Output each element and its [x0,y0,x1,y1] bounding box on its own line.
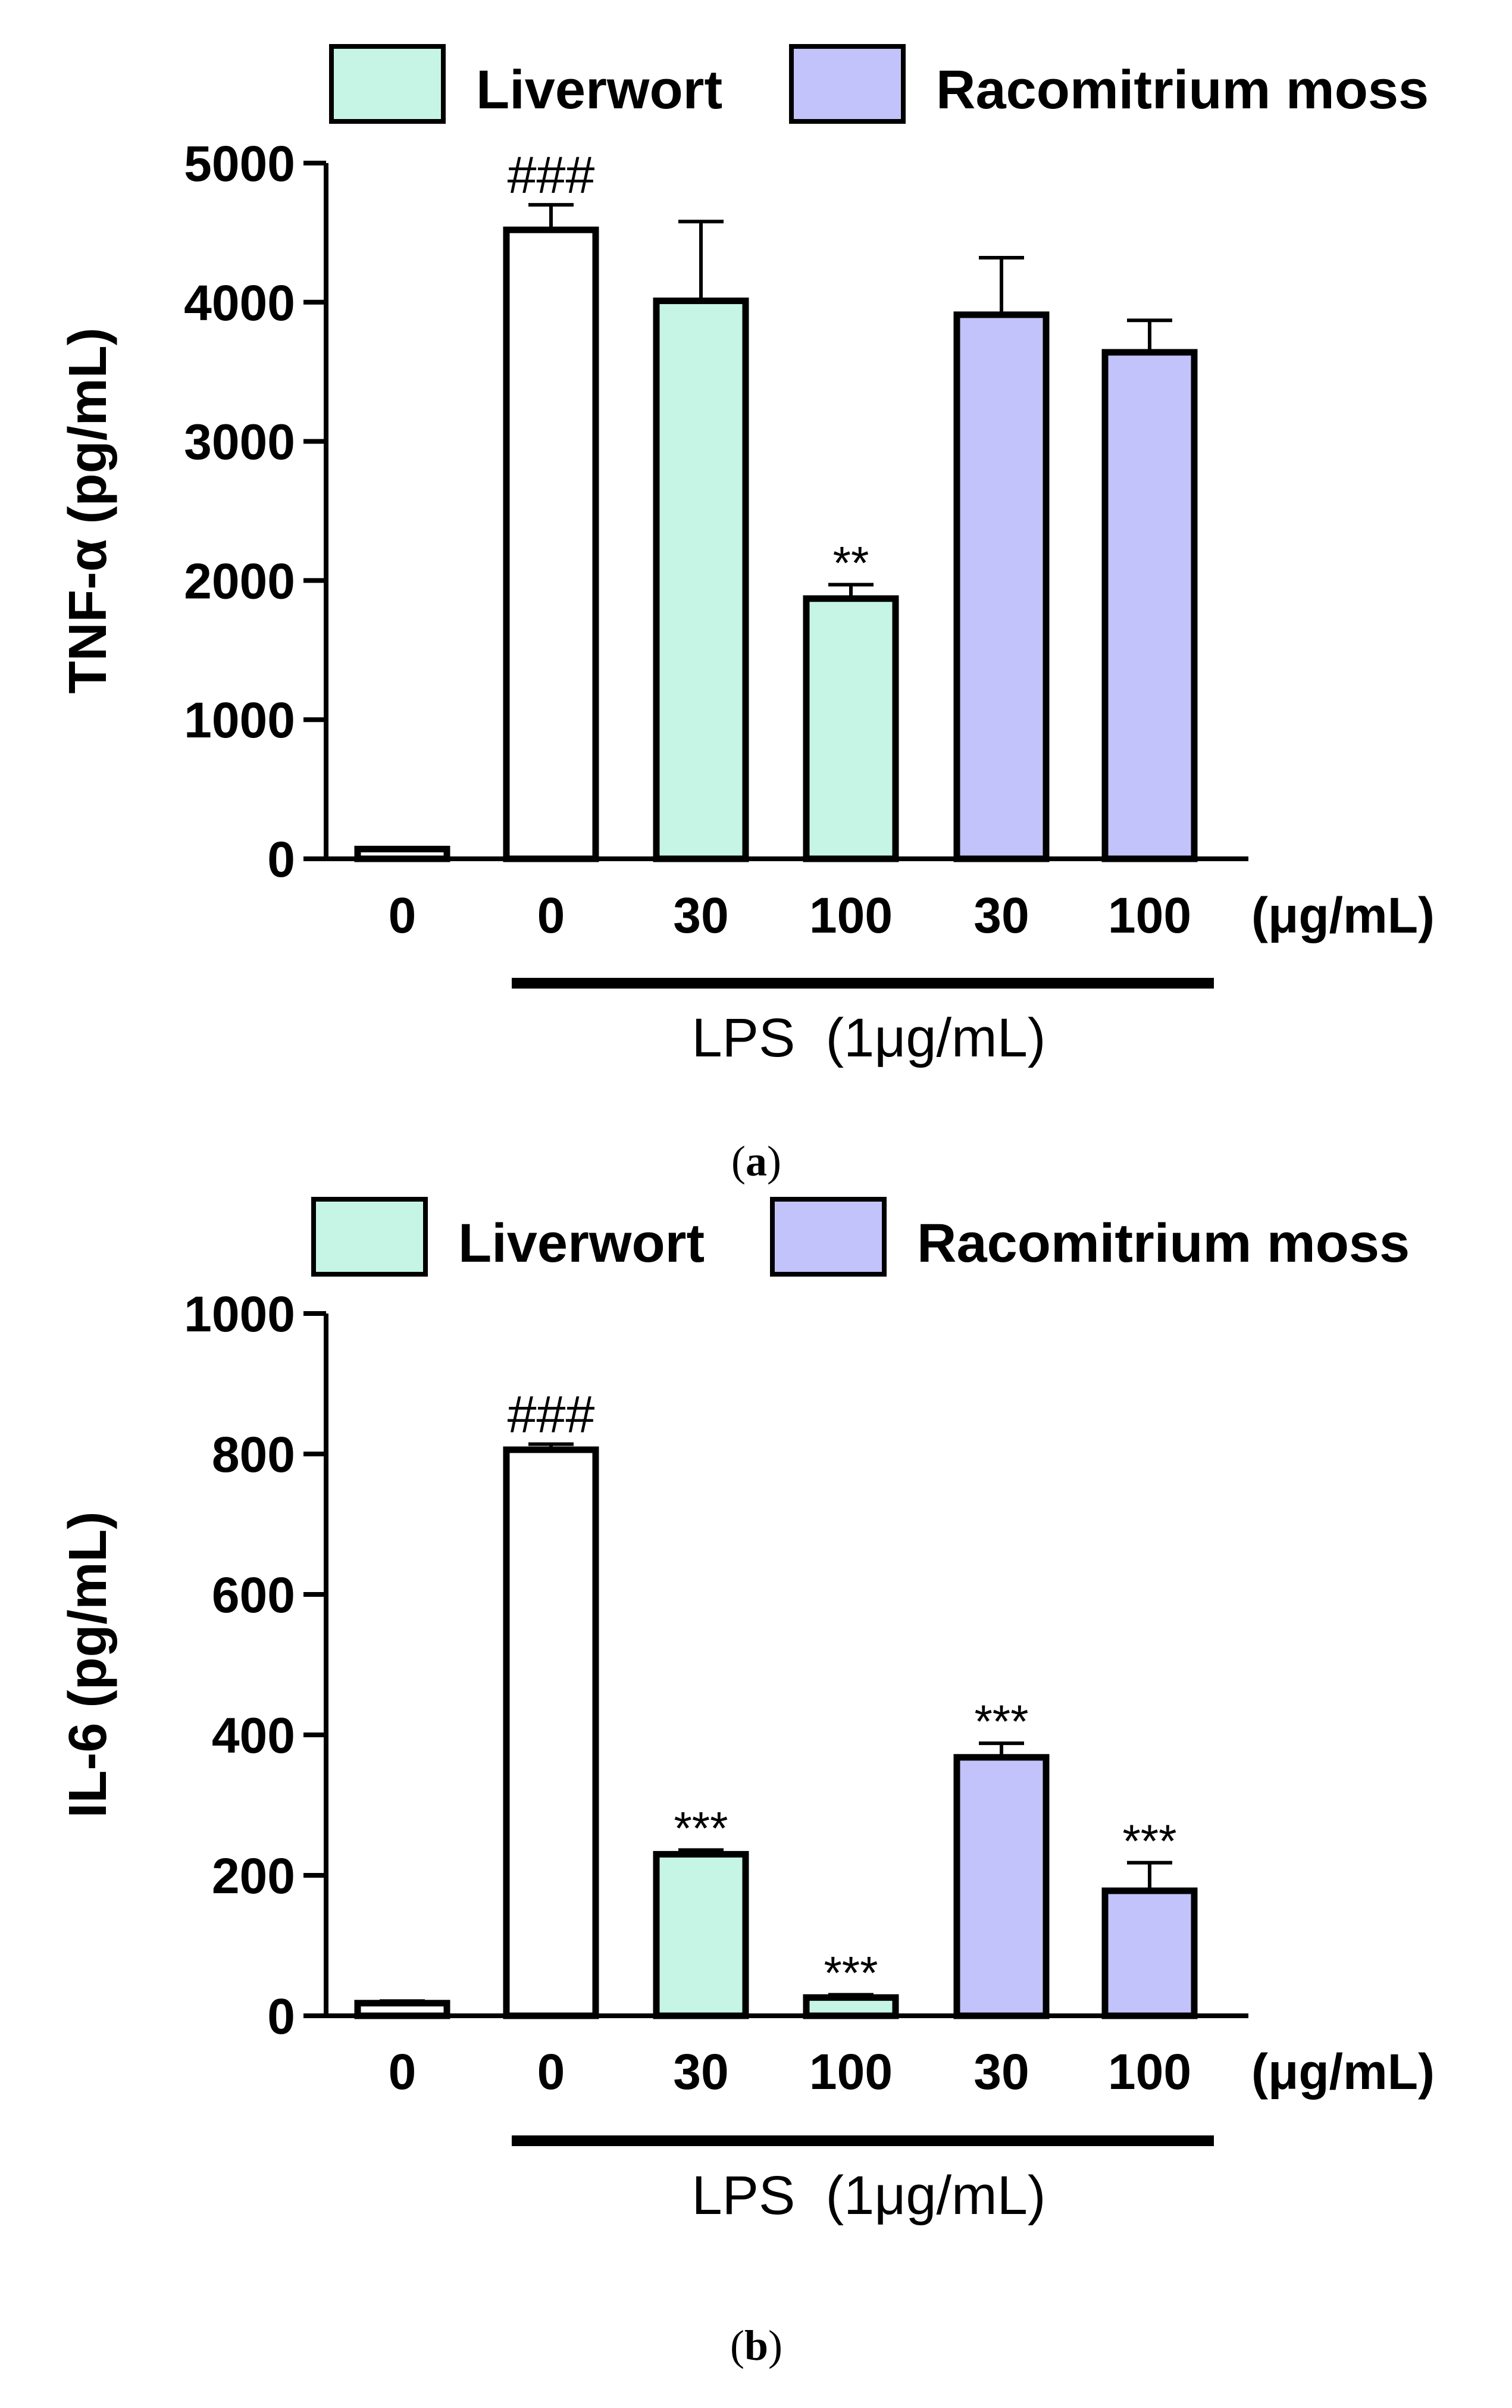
bars-b: ### *** *** *** *** [354,1384,1198,2019]
x-tick-label: 30 [973,887,1029,943]
significance-label: ### [508,1384,595,1443]
lps-label-a: LPS (1μg/mL) [692,1008,1046,1068]
x-tick-labels-a: 0 0 30 100 30 100 [389,887,1191,943]
significance-label: *** [1122,1815,1176,1867]
y-tick-label: 5000 [184,136,295,192]
y-tick-label: 400 [212,1708,295,1763]
y-tick-label: 0 [267,831,295,887]
y-tick-label: 800 [212,1427,295,1483]
significance-label: *** [974,1695,1028,1747]
y-tick-label: 2000 [184,553,295,609]
legend-b: Liverwort Racomitrium moss [311,1197,1410,1277]
bar [653,1851,749,2019]
x-tick-label: 100 [809,887,893,943]
lps-label-b: LPS (1μg/mL) [692,2165,1046,2226]
legend-label-liverwort-b: Liverwort [458,1213,705,1274]
x-tick-label: 0 [389,887,417,943]
x-tick-label: 30 [673,887,728,943]
y-ticks-a: 0 1000 2000 3000 4000 5000 [184,136,326,887]
x-tick-label: 0 [537,2044,565,2100]
y-tick-label: 0 [267,1988,295,2044]
significance-label: *** [674,1802,728,1855]
bar [503,1446,599,2019]
caption-a: (a) [731,1137,781,1185]
caption-b-letter: b [744,2322,768,2369]
y-tick-label: 3000 [184,414,295,470]
y-tick-label: 1000 [184,1286,295,1342]
legend-swatch-liverwort [329,44,446,124]
bar [1101,349,1198,862]
unit-label-a: (μg/mL) [1251,887,1435,943]
bars-a: ### ** [354,145,1198,862]
bar [503,226,599,862]
x-tick-label: 0 [537,887,565,943]
x-tick-label: 100 [1108,2044,1191,2100]
x-tick-label: 100 [809,2044,893,2100]
bar [953,311,1050,862]
significance-label: ** [833,536,869,589]
panel-a: Liverwort Racomitrium moss 0100020003000… [58,44,1435,1185]
bar [354,2000,450,2019]
legend-label-moss: Racomitrium moss [936,60,1429,120]
significance-label: ### [508,145,595,204]
significance-label: *** [824,1947,878,1999]
y-tick-label: 600 [212,1567,295,1623]
x-tick-label: 0 [389,2044,417,2100]
legend-swatch-liverwort-b [311,1197,428,1277]
caption-b: (b) [730,2322,782,2369]
x-tick-label: 30 [973,2044,1029,2100]
legend-a: Liverwort Racomitrium moss [329,44,1429,124]
y-axis-label-a: TNF-α (pg/mL) [58,327,118,693]
legend-swatch-moss [789,44,906,124]
legend-swatch-moss-b [770,1197,887,1277]
caption-a-letter: a [746,1137,767,1185]
unit-label-b: (μg/mL) [1251,2044,1435,2100]
bar [1101,1887,1198,2019]
x-tick-label: 100 [1108,887,1191,943]
bar [803,595,899,862]
bar [953,1754,1050,2019]
y-axis-label-b: IL-6 (pg/mL) [58,1512,118,1818]
y-tick-label: 1000 [184,692,295,748]
y-tick-label: 4000 [184,275,295,331]
x-tick-label: 30 [673,2044,728,2100]
y-ticks-b: 0 200 400 600 800 1000 [184,1286,326,2044]
y-tick-label: 200 [212,1848,295,1904]
legend-label-liverwort: Liverwort [476,60,722,120]
legend-label-moss-b: Racomitrium moss [917,1213,1410,1274]
bar [653,297,749,862]
x-tick-labels-b: 0 0 30 100 30 100 [389,2044,1191,2100]
bar [803,1994,899,2019]
bar [354,846,450,862]
panel-b: Liverwort Racomitrium moss 0 200 400 600 800… [58,1197,1435,2369]
